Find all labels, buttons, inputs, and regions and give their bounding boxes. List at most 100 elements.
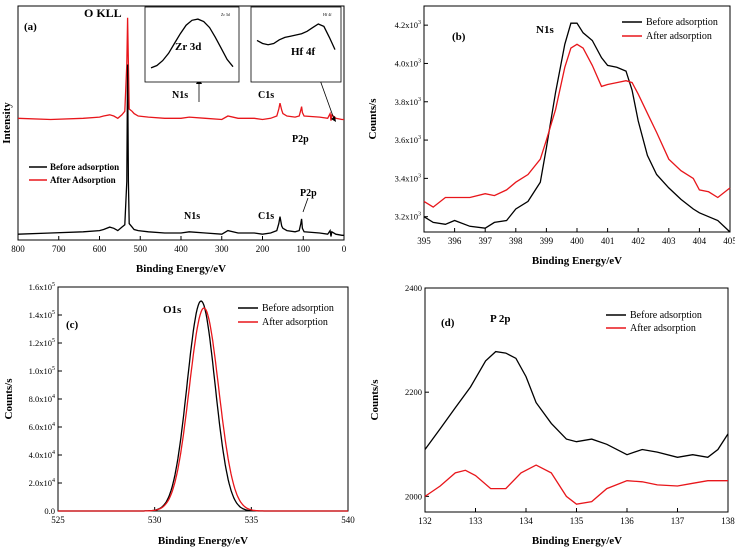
- panel-d-ytick-label: 2400: [405, 283, 422, 293]
- panel-c-xtick-label: 525: [51, 515, 65, 525]
- panel-c-ytick-label: 1.6x105: [29, 282, 55, 292]
- panel-b-ylabel: Counts/s: [367, 98, 379, 140]
- panel-b-xtick-label: 400: [570, 236, 584, 246]
- panel-d-peak-label: P 2p: [490, 313, 510, 325]
- okll-annotation: O KLL: [84, 6, 122, 20]
- c1s-before-annotation: C1s: [258, 211, 274, 222]
- panel-c-label: (c): [66, 319, 79, 331]
- panel-c-ytick-label: 1.2x105: [29, 338, 55, 348]
- panel-b-series-before: [423, 22, 731, 233]
- panel-c-ylabel: Counts/s: [3, 378, 15, 420]
- panel-c-ytick-label: 1.4x105: [29, 310, 55, 320]
- inset-hf-arrowhead: [331, 116, 336, 122]
- panel-a-series-before: [17, 64, 344, 237]
- panel-b-xlabel: Binding Energy/eV: [532, 255, 622, 267]
- c1s-after-annotation: C1s: [258, 90, 274, 101]
- panel-b-xtick-label: 404: [693, 236, 707, 246]
- panel-a-xtick-label: 600: [93, 244, 107, 254]
- panel-c-series-before: [58, 300, 348, 512]
- inset-zr-sub: Zr 3d: [221, 12, 230, 17]
- panel-c-xtick-label: 540: [341, 515, 355, 525]
- panel-c-ytick-label: 1.0x105: [29, 366, 55, 376]
- panel-c-ytick-label: 8.0x104: [29, 394, 55, 404]
- panel-c-ytick-label: 0.0: [44, 506, 55, 516]
- legend-a-before-label: Before adsorption: [50, 162, 119, 172]
- inset-zr-frame: [144, 6, 240, 83]
- legend-b-before-label: Before adsorption: [646, 17, 718, 28]
- panel-b-ytick-label: 3.2x103: [395, 212, 421, 222]
- inset-zr-title: Zr 3d: [175, 41, 201, 53]
- panel-d-xtick-label: 138: [721, 516, 735, 526]
- panel-d-xtick-label: 132: [418, 516, 432, 526]
- panel-d-series-after: [424, 464, 728, 505]
- p2p-before-annotation: P2p: [300, 188, 317, 199]
- panel-b-ytick-label: 3.8x103: [395, 97, 421, 107]
- legend-d-before-label: Before adsorption: [630, 310, 702, 321]
- panel-b-xtick-label: 405: [723, 236, 735, 246]
- inset-hf-title: Hf 4f: [291, 46, 315, 58]
- legend-c-after-label: After adsorption: [262, 317, 328, 328]
- panel-d-series-before: [424, 350, 729, 458]
- panel-d-xtick-label: 134: [519, 516, 533, 526]
- panel-b-ytick-label: 3.6x103: [395, 135, 421, 145]
- panel-b-xtick-label: 396: [448, 236, 462, 246]
- panel-a-xtick-label: 500: [134, 244, 148, 254]
- panel-d-xtick-label: 137: [671, 516, 685, 526]
- panel-a-xtick-label: 400: [174, 244, 188, 254]
- panel-a-xtick-label: 700: [52, 244, 66, 254]
- panel-d-label: (d): [441, 317, 455, 329]
- panel-d: 132 133 134 135 136 137 138 2000 2200 2400 (d) P…: [369, 283, 735, 547]
- panel-b-xtick-label: 398: [509, 236, 523, 246]
- panel-d-xlabel: Binding Energy/eV: [532, 535, 622, 547]
- panel-b-peak-label: N1s: [536, 24, 554, 36]
- panel-c-ytick-label: 6.0x104: [29, 422, 55, 432]
- panel-b: 395 396 397 398 399 400 401 402 403 404 405 3.2x10…: [367, 5, 735, 267]
- panel-b-ytick-label: 3.4x103: [395, 173, 421, 183]
- panel-b-xtick-label: 395: [417, 236, 431, 246]
- legend-c-before-label: Before adsorption: [262, 303, 334, 314]
- panel-d-xtick-label: 135: [570, 516, 584, 526]
- panel-c-peak-label: O1s: [163, 304, 182, 316]
- inset-zr-curve: [150, 18, 234, 69]
- inset-hf-curve: [256, 23, 336, 50]
- panel-a-series-after: [17, 17, 344, 121]
- inset-hf-sub: Hf 4f: [323, 12, 332, 17]
- n1s-after-annotation: N1s: [172, 90, 188, 101]
- panel-a-label: (a): [24, 21, 37, 33]
- panel-b-ytick-label: 4.2x103: [395, 20, 421, 30]
- panel-a-xtick-label: 800: [11, 244, 25, 254]
- panel-c-xtick-label: 530: [148, 515, 162, 525]
- inset-hf-pointer: [319, 79, 335, 120]
- panel-a-ylabel: Intensity: [1, 102, 13, 144]
- panel-d-ytick-label: 2200: [405, 387, 422, 397]
- legend-d-after-label: After adsorption: [630, 323, 696, 334]
- panel-d-xtick-label: 133: [469, 516, 483, 526]
- panel-c-ytick-label: 4.0x104: [29, 450, 55, 460]
- panel-d-frame: [424, 287, 729, 513]
- panel-b-xtick-label: 402: [631, 236, 645, 246]
- panel-b-xtick-label: 403: [662, 236, 676, 246]
- panel-a-xtick-label: 100: [297, 244, 311, 254]
- panel-a-xtick-label: 300: [215, 244, 229, 254]
- p2p-after-annotation: P2p: [292, 134, 309, 145]
- panel-c-ytick-label: 2.0x104: [29, 478, 55, 488]
- panel-b-xtick-label: 397: [478, 236, 492, 246]
- legend-a-after-label: After Adsorption: [50, 175, 116, 185]
- n1s-before-annotation: N1s: [184, 211, 200, 222]
- panel-c-xlabel: Binding Energy/eV: [158, 535, 248, 547]
- panel-d-ylabel: Counts/s: [369, 379, 381, 421]
- p2p-pointer: [302, 197, 309, 213]
- panel-c: 525 530 535 540 0.0 2.0x104 4.0x104 6.0x104 8.0…: [3, 282, 355, 547]
- panel-c-xtick-label: 535: [245, 515, 259, 525]
- legend-b-after-label: After adsorption: [646, 31, 712, 42]
- panel-b-label: (b): [452, 31, 466, 43]
- panel-b-xtick-label: 401: [601, 236, 615, 246]
- panel-b-ytick-label: 4.0x103: [395, 58, 421, 68]
- panel-a-xtick-label: 0: [342, 244, 347, 254]
- panel-a: 800 700 600 500 400 300 200 100 0 (a) O KLL N1s …: [1, 5, 347, 275]
- panel-d-ytick-label: 2000: [405, 491, 422, 501]
- panel-b-xtick-label: 399: [540, 236, 554, 246]
- panel-b-series-after: [423, 43, 731, 208]
- panel-a-xtick-label: 200: [256, 244, 270, 254]
